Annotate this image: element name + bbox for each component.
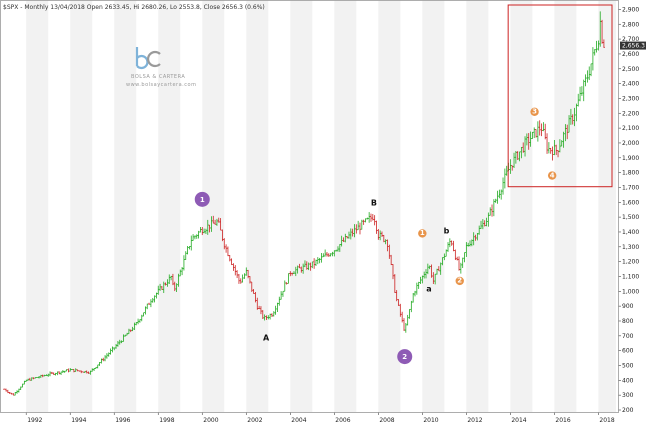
wave-badge-orange-3: 3 bbox=[530, 108, 538, 116]
wave-badge-orange-4: 4 bbox=[548, 171, 556, 179]
x-tick-label: 1998 bbox=[159, 417, 174, 424]
y-tick-label: 2,600 bbox=[622, 51, 639, 58]
y-tick-label: 1,900 bbox=[622, 155, 639, 162]
x-tick-label: 2016 bbox=[555, 417, 570, 424]
year-band bbox=[554, 0, 576, 412]
year-band bbox=[158, 0, 180, 412]
y-tick-label: 1,500 bbox=[622, 214, 639, 221]
y-tick-label: 300 bbox=[622, 392, 634, 399]
x-tick-label: 1996 bbox=[115, 417, 130, 424]
wave-label-a: a bbox=[426, 284, 431, 293]
year-band bbox=[246, 0, 268, 412]
header-symbol: $SPX bbox=[3, 4, 18, 11]
y-tick-label: 2,300 bbox=[622, 95, 639, 102]
header-period: Monthly bbox=[24, 4, 48, 11]
y-tick-label: 2,900 bbox=[622, 6, 639, 13]
y-tick-label: 400 bbox=[622, 377, 634, 384]
year-band bbox=[510, 0, 532, 412]
y-tick-label: 1,300 bbox=[622, 244, 639, 251]
wave-label-A: A bbox=[263, 333, 270, 342]
y-tick-label: 2,500 bbox=[622, 66, 639, 73]
x-tick-label: 2012 bbox=[467, 417, 482, 424]
y-tick-label: 1,000 bbox=[622, 288, 639, 295]
y-tick-label: 600 bbox=[622, 348, 634, 355]
y-tick-label: 2,000 bbox=[622, 140, 639, 147]
wave-badge-orange-2: 2 bbox=[456, 277, 464, 285]
x-tick-label: 2018 bbox=[599, 417, 614, 424]
x-tick-label: 1992 bbox=[27, 417, 42, 424]
x-tick-label: 2010 bbox=[423, 417, 438, 424]
y-tick-label: 1,400 bbox=[622, 229, 639, 236]
logo-line2: www.bolsaycartera.com bbox=[126, 82, 196, 88]
year-band bbox=[334, 0, 356, 412]
wave-badge-text: 1 bbox=[200, 196, 205, 204]
y-tick-label: 2,100 bbox=[622, 125, 639, 132]
chart-header: $SPX - Monthly 13/04/2018 Open 2633.45, … bbox=[3, 4, 265, 11]
x-tick-label: 2006 bbox=[335, 417, 350, 424]
y-tick-label: 2,200 bbox=[622, 110, 639, 117]
wave-label-B: B bbox=[371, 198, 377, 207]
x-tick-label: 2008 bbox=[379, 417, 394, 424]
year-band bbox=[422, 0, 444, 412]
y-tick-label: 200 bbox=[622, 407, 634, 414]
year-band bbox=[70, 0, 92, 412]
year-band bbox=[466, 0, 488, 412]
year-band bbox=[114, 0, 136, 412]
header-info: 13/04/2018 Open 2633.45, Hi 2680.26, Lo … bbox=[48, 4, 264, 11]
wave-badge-orange-1: 1 bbox=[418, 229, 426, 237]
wave-badge-purple-1: 1 bbox=[195, 192, 210, 207]
year-band bbox=[378, 0, 400, 412]
year-band bbox=[290, 0, 312, 412]
last-price-tag: 2,656.3 bbox=[620, 42, 646, 50]
logo-line1: BOLSA & CARTERA bbox=[131, 74, 185, 80]
wave-badge-text: 1 bbox=[420, 229, 425, 237]
x-tick-label: 2002 bbox=[247, 417, 262, 424]
y-tick-label: 1,800 bbox=[622, 170, 639, 177]
y-tick-label: 500 bbox=[622, 362, 634, 369]
y-tick-label: 1,200 bbox=[622, 259, 639, 266]
y-tick-label: 1,600 bbox=[622, 199, 639, 206]
y-tick-label: 700 bbox=[622, 333, 634, 340]
year-band bbox=[26, 0, 48, 412]
y-tick-label: 2,400 bbox=[622, 81, 639, 88]
year-band bbox=[598, 0, 616, 412]
y-tick-label: 1,700 bbox=[622, 184, 639, 191]
last-price-label: 2,656.3 bbox=[622, 43, 645, 50]
y-tick-label: 900 bbox=[622, 303, 634, 310]
x-tick-label: 2004 bbox=[291, 417, 306, 424]
x-tick-label: 2000 bbox=[203, 417, 218, 424]
wave-badge-text: 2 bbox=[402, 353, 407, 361]
x-tick-label: 2014 bbox=[511, 417, 526, 424]
wave-badge-text: 2 bbox=[457, 277, 462, 285]
x-tick-label: 1994 bbox=[71, 417, 86, 424]
wave-badge-text: 4 bbox=[550, 171, 555, 179]
y-tick-label: 800 bbox=[622, 318, 634, 325]
wave-badge-text: 3 bbox=[532, 108, 537, 116]
wave-label-b: b bbox=[444, 226, 450, 235]
y-tick-label: 1,100 bbox=[622, 273, 639, 280]
y-tick-label: 2,800 bbox=[622, 21, 639, 28]
wave-badge-purple-2: 2 bbox=[397, 349, 412, 364]
